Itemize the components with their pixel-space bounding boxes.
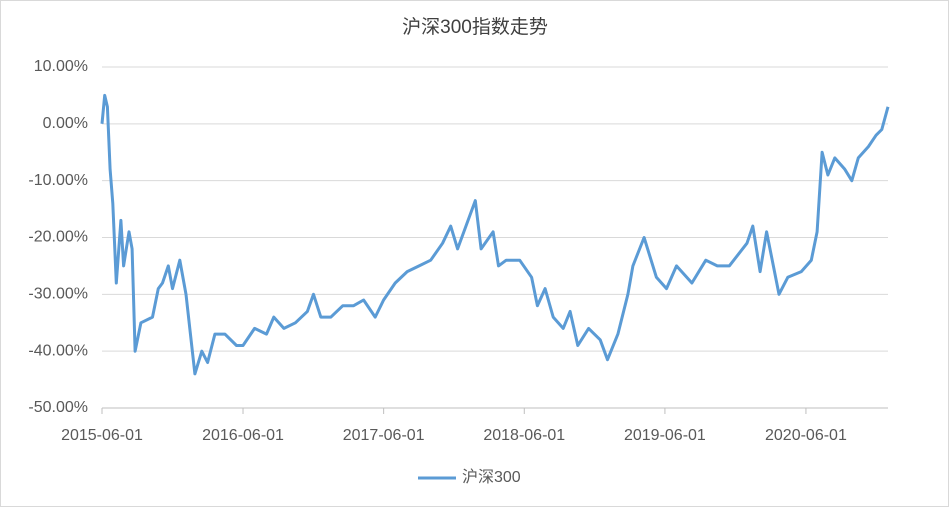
x-tick-label: 2019-06-01: [624, 427, 706, 444]
x-tick-label: 2016-06-01: [202, 427, 284, 444]
y-tick-label: -50.00%: [28, 399, 88, 416]
x-tick-label: 2015-06-01: [61, 427, 143, 444]
y-tick-label: 0.00%: [43, 115, 88, 132]
y-tick-label: -40.00%: [28, 342, 88, 359]
x-tick-label: 2020-06-01: [765, 427, 847, 444]
chart-title: 沪深300指数走势: [402, 16, 548, 38]
data-line: [100, 93, 890, 376]
y-tick-label: -20.00%: [28, 229, 88, 246]
y-tick-label: -10.00%: [28, 172, 88, 189]
x-tick-label: 2018-06-01: [483, 427, 565, 444]
y-tick-label: -30.00%: [28, 286, 88, 303]
legend-label: 沪深300: [462, 468, 521, 486]
x-tick-label: 2017-06-01: [343, 427, 425, 444]
y-tick-label: 10.00%: [34, 58, 88, 75]
